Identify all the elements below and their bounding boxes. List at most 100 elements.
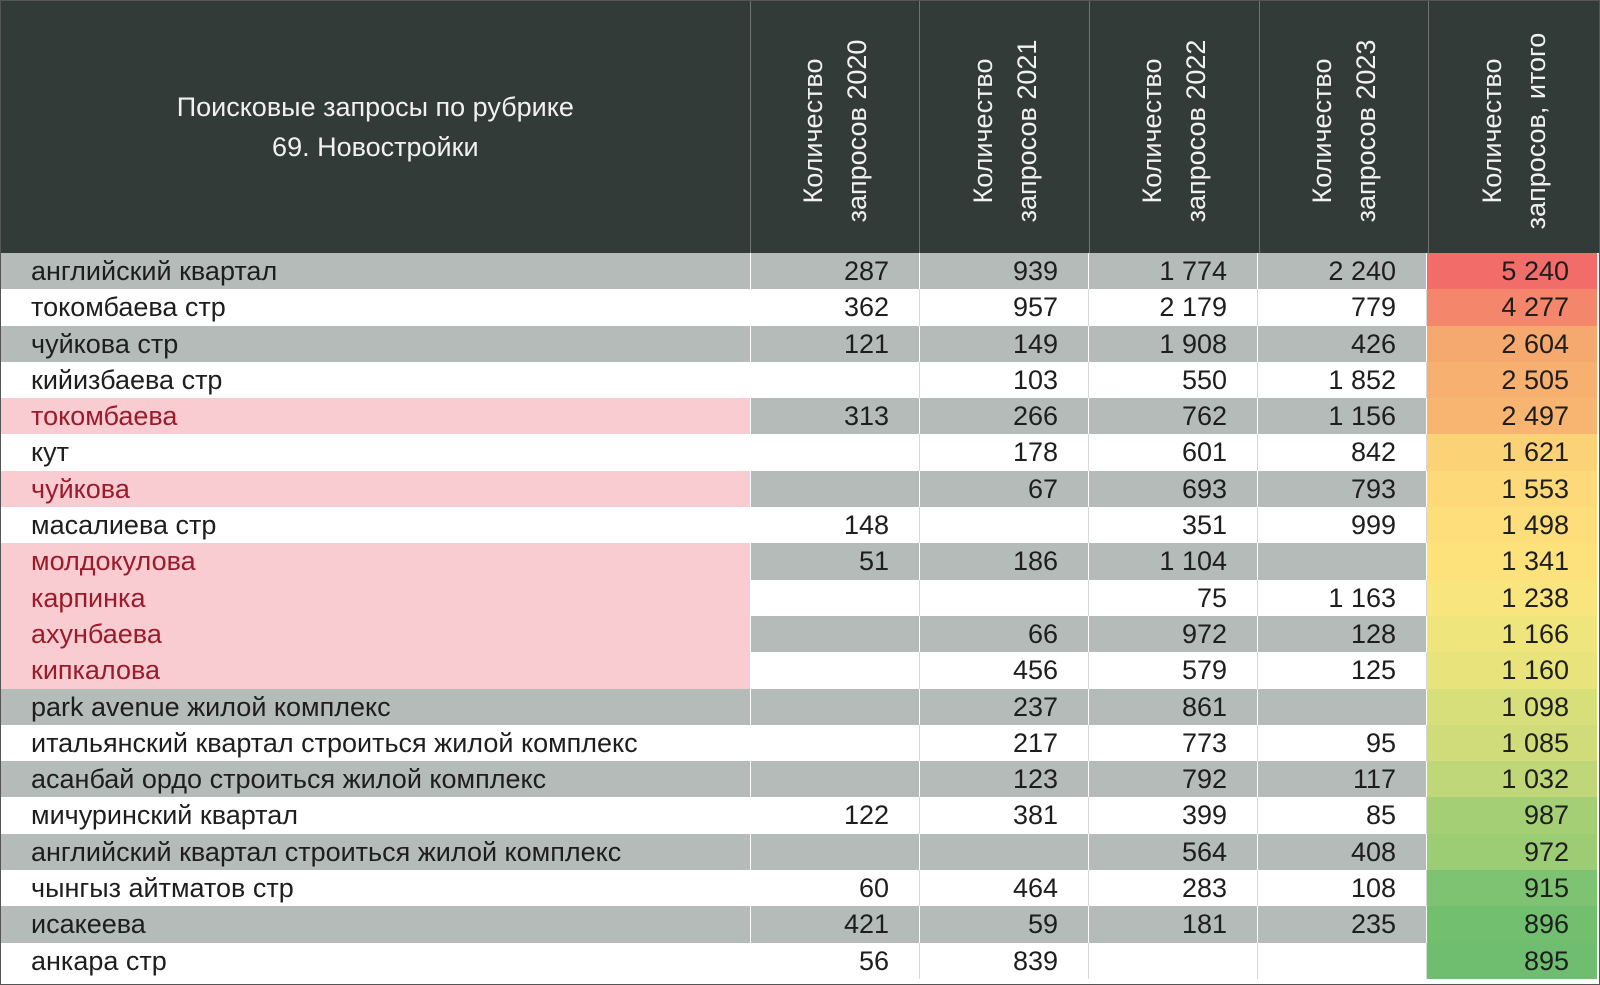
value-cell: 957 xyxy=(920,289,1089,326)
total-cell: 915 xyxy=(1427,870,1597,907)
value-cell: 85 xyxy=(1258,797,1427,834)
table-row: ахунбаева 66 972 128 1 166 xyxy=(1,615,1599,653)
value-cell: 122 xyxy=(751,797,920,834)
column-header-line: Количество xyxy=(1137,58,1168,204)
value-cell: 792 xyxy=(1089,761,1258,798)
column-header-line: запросов 2021 xyxy=(1011,39,1042,223)
value-cell: 66 xyxy=(920,615,1089,653)
value-cell: 693 xyxy=(1089,470,1258,508)
value-cell: 108 xyxy=(1258,870,1427,907)
value-cell: 861 xyxy=(1089,688,1258,725)
value-cell: 839 xyxy=(920,942,1089,979)
column-header-2020: Количество запросов 2020 xyxy=(751,1,921,253)
total-cell: 1 098 xyxy=(1427,688,1597,725)
column-header-line: запросов 2020 xyxy=(841,39,872,223)
row-name-cell: английский квартал xyxy=(1,253,751,290)
row-name-cell: итальянский квартал строиться жилой комп… xyxy=(1,724,751,762)
row-name-cell: кипкалова xyxy=(1,652,751,689)
value-cell xyxy=(751,434,920,471)
value-cell: 67 xyxy=(920,470,1089,508)
total-cell: 5 240 xyxy=(1427,253,1597,290)
value-cell xyxy=(751,615,920,653)
value-cell: 939 xyxy=(920,253,1089,290)
value-cell xyxy=(920,579,1089,616)
table-title-line: 69. Новостройки xyxy=(272,132,479,162)
row-name-cell: кийизбаева стр xyxy=(1,361,751,399)
value-cell: 128 xyxy=(1258,615,1427,653)
row-name-cell: токомбаева стр xyxy=(1,289,751,326)
value-cell: 362 xyxy=(751,289,920,326)
value-cell: 117 xyxy=(1258,761,1427,798)
value-cell: 601 xyxy=(1089,434,1258,471)
value-cell xyxy=(1089,942,1258,979)
table-row: чынгыз айтматов стр 60 464 283 108 915 xyxy=(1,870,1599,907)
value-cell xyxy=(751,761,920,798)
row-name-cell: асанбай ордо строиться жилой комплекс xyxy=(1,761,751,798)
value-cell: 550 xyxy=(1089,361,1258,399)
value-cell: 793 xyxy=(1258,470,1427,508)
value-cell: 313 xyxy=(751,398,920,435)
value-cell xyxy=(751,688,920,725)
value-cell: 1 908 xyxy=(1089,325,1258,362)
total-cell: 1 160 xyxy=(1427,652,1597,689)
value-cell: 149 xyxy=(920,325,1089,362)
value-cell: 60 xyxy=(751,870,920,907)
table-row: асанбай ордо строиться жилой комплекс 123… xyxy=(1,761,1599,798)
value-cell: 121 xyxy=(751,325,920,362)
total-cell: 987 xyxy=(1427,797,1597,834)
column-header-line: запросов 2022 xyxy=(1181,39,1212,223)
table-title: Поисковые запросы по рубрике 69. Новостр… xyxy=(1,1,751,253)
column-header-line: Количество xyxy=(797,58,828,204)
value-cell: 773 xyxy=(1089,724,1258,762)
value-cell: 408 xyxy=(1258,833,1427,871)
value-cell xyxy=(1258,688,1427,725)
value-cell xyxy=(751,361,920,399)
column-header-line: запросов 2023 xyxy=(1351,39,1381,223)
value-cell xyxy=(751,470,920,508)
total-cell: 1 621 xyxy=(1427,434,1597,471)
table-body: английский квартал 287 939 1 774 2 240 5 240 т… xyxy=(1,253,1599,979)
value-cell: 464 xyxy=(920,870,1089,907)
value-cell: 1 852 xyxy=(1258,361,1427,399)
table-row: чуйкова 67 693 793 1 553 xyxy=(1,470,1599,508)
column-header-total: Количество запросов, итого xyxy=(1429,1,1599,253)
table-row: молдокулова 51 186 1 104 1 341 xyxy=(1,543,1599,580)
value-cell: 59 xyxy=(920,906,1089,943)
table-header: Поисковые запросы по рубрике 69. Новостр… xyxy=(1,1,1599,253)
value-cell: 103 xyxy=(920,361,1089,399)
row-name-cell: чуйкова xyxy=(1,470,751,508)
value-cell: 421 xyxy=(751,906,920,943)
value-cell: 148 xyxy=(751,507,920,544)
total-cell: 896 xyxy=(1427,906,1597,943)
table-row: итальянский квартал строиться жилой комп… xyxy=(1,724,1599,762)
column-header-2021: Количество запросов 2021 xyxy=(920,1,1090,253)
value-cell: 564 xyxy=(1089,833,1258,871)
value-cell: 999 xyxy=(1258,507,1427,544)
value-cell: 1 104 xyxy=(1089,543,1258,580)
value-cell: 237 xyxy=(920,688,1089,725)
value-cell: 186 xyxy=(920,543,1089,580)
value-cell: 456 xyxy=(920,652,1089,689)
total-cell: 1 238 xyxy=(1427,579,1597,616)
value-cell: 56 xyxy=(751,942,920,979)
value-cell: 123 xyxy=(920,761,1089,798)
value-cell: 95 xyxy=(1258,724,1427,762)
row-name-cell: мичуринский квартал xyxy=(1,797,751,834)
table-row: английский квартал 287 939 1 774 2 240 5 240 xyxy=(1,253,1599,290)
table-row: кийизбаева стр 103 550 1 852 2 505 xyxy=(1,361,1599,399)
total-cell: 1 553 xyxy=(1427,470,1597,508)
total-cell: 2 497 xyxy=(1427,398,1597,435)
value-cell: 283 xyxy=(1089,870,1258,907)
value-cell: 426 xyxy=(1258,325,1427,362)
table-row: кут 178 601 842 1 621 xyxy=(1,434,1599,471)
total-cell: 1 341 xyxy=(1427,543,1597,580)
value-cell xyxy=(1258,543,1427,580)
total-cell: 4 277 xyxy=(1427,289,1597,326)
table-title-line: Поисковые запросы по рубрике xyxy=(176,92,574,122)
table-row: английский квартал строиться жилой компл… xyxy=(1,833,1599,871)
row-name-cell: чынгыз айтматов стр xyxy=(1,870,751,907)
total-cell: 2 604 xyxy=(1427,325,1597,362)
table-row: кипкалова 456 579 125 1 160 xyxy=(1,652,1599,689)
value-cell: 2 240 xyxy=(1258,253,1427,290)
